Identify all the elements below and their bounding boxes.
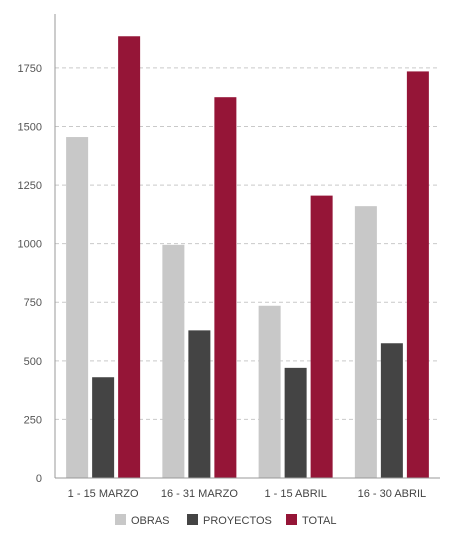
y-tick-label: 1250 [18,180,42,192]
bars [66,36,429,479]
bar-total-3 [310,195,333,479]
y-tick-label: 500 [24,356,42,368]
x-axis: 1 - 15 MARZO 16 - 31 MARZO 1 - 15 ABRIL 16 … [55,477,440,500]
legend-swatch-obras [115,514,126,525]
bar-obras-1 [66,137,89,478]
bar-obras-2 [162,244,185,478]
legend-swatch-total [286,514,297,525]
bar-total-1 [118,36,141,478]
bar-proyectos-3 [284,367,307,478]
bar-total-2 [214,97,237,478]
bar-total-4 [406,71,429,479]
y-tick-label: 1750 [18,63,42,75]
y-tick-label: 750 [24,297,42,309]
y-axis: 0 250 500 750 1000 1250 1500 1750 [18,14,56,485]
bar-proyectos-1 [92,377,115,478]
x-tick-label: 1 - 15 ABRIL [264,488,326,500]
legend-swatch-proyectos [187,514,198,525]
y-tick-label: 0 [36,473,42,485]
legend-label-proyectos: PROYECTOS [203,515,272,527]
y-tick-label: 1500 [18,121,42,133]
bar-obras-4 [354,206,377,478]
y-tick-label: 1000 [18,239,42,251]
legend-label-total: TOTAL [302,515,336,527]
legend: OBRAS PROYECTOS TOTAL [115,514,336,527]
x-tick-label: 16 - 31 MARZO [161,488,238,500]
bar-obras-3 [258,305,281,478]
legend-label-obras: OBRAS [131,515,170,527]
y-tick-label: 250 [24,414,42,426]
bar-proyectos-2 [188,330,211,478]
x-tick-label: 1 - 15 MARZO [68,488,139,500]
bar-proyectos-4 [380,343,403,478]
x-tick-label: 16 - 30 ABRIL [358,488,427,500]
